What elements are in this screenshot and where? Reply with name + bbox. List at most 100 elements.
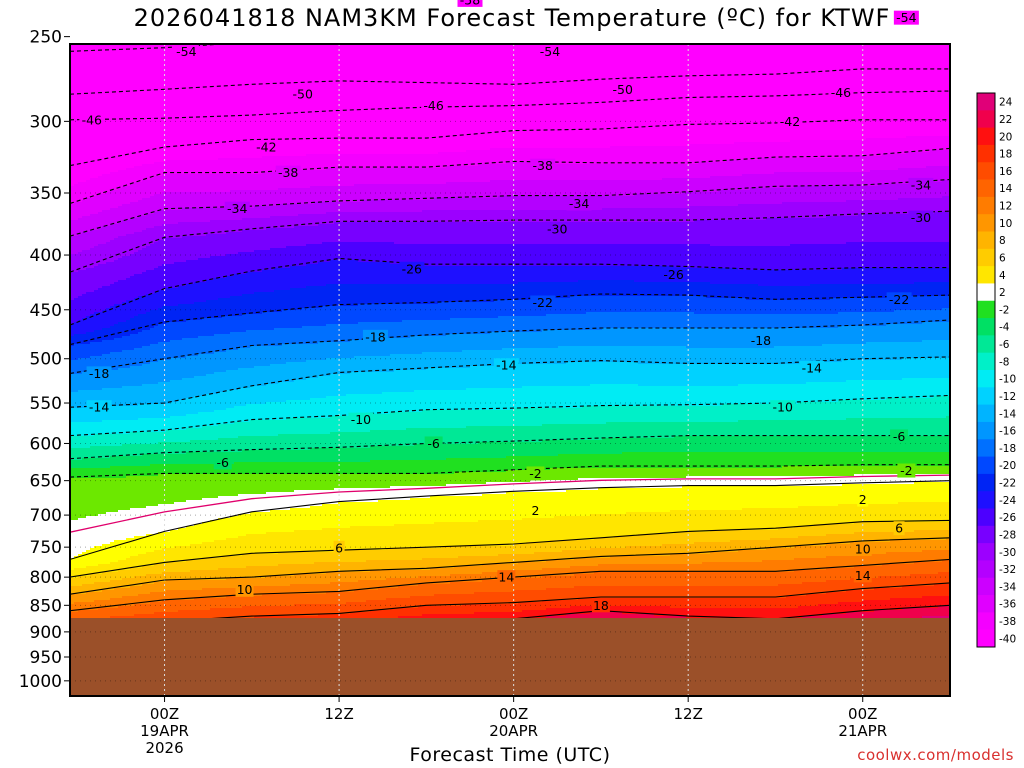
- field-cell: [514, 162, 519, 181]
- field-cell: [298, 266, 303, 289]
- field-cell: [114, 512, 119, 541]
- field-cell: [422, 548, 427, 559]
- field-cell: [318, 604, 323, 615]
- field-cell: [694, 144, 699, 165]
- field-cell: [438, 584, 443, 595]
- field-cell: [418, 596, 423, 607]
- field-cell: [102, 340, 107, 355]
- field-cell: [482, 484, 487, 495]
- field-cell: [430, 606, 435, 615]
- field-cell: [150, 404, 155, 419]
- field-cell: [438, 168, 443, 185]
- field-cell: [322, 170, 327, 187]
- field-cell: [670, 572, 675, 587]
- field-cell: [610, 266, 615, 281]
- field-cell: [378, 200, 383, 213]
- field-cell: [226, 44, 231, 159]
- field-cell: [522, 590, 527, 603]
- field-cell: [206, 192, 211, 209]
- field-cell: [74, 322, 79, 335]
- field-cell: [226, 158, 231, 175]
- field-cell: [238, 44, 243, 159]
- field-cell: [242, 190, 247, 209]
- field-cell: [334, 462, 339, 475]
- field-cell: [302, 266, 307, 289]
- field-cell: [166, 464, 171, 475]
- field-cell: [282, 172, 287, 189]
- field-cell: [682, 312, 687, 329]
- field-cell: [138, 536, 143, 555]
- field-cell: [474, 302, 479, 319]
- field-cell: [490, 164, 495, 181]
- field-cell: [450, 266, 455, 285]
- field-cell: [682, 422, 687, 437]
- field-cell: [326, 284, 331, 307]
- field-cell: [174, 238, 179, 263]
- field-cell: [602, 488, 607, 515]
- field-cell: [698, 144, 703, 163]
- field-cell: [510, 44, 515, 149]
- field-cell: [494, 164, 499, 181]
- field-cell: [90, 592, 95, 603]
- field-cell: [338, 528, 343, 553]
- field-cell: [530, 266, 535, 283]
- field-cell: [642, 546, 647, 557]
- field-cell: [602, 328, 607, 347]
- field-cell: [94, 390, 99, 407]
- field-cell: [154, 268, 159, 293]
- field-cell: [194, 544, 199, 561]
- field-cell: [382, 588, 387, 601]
- field-cell: [166, 590, 171, 601]
- field-cell: [298, 226, 303, 247]
- field-cell: [490, 520, 495, 547]
- field-cell: [550, 282, 555, 299]
- field-cell: [114, 616, 119, 618]
- field-cell: [134, 252, 139, 275]
- field-cell: [238, 368, 243, 389]
- field-cell: [346, 222, 351, 243]
- field-cell: [90, 342, 95, 357]
- field-cell: [138, 250, 143, 275]
- field-cell: [246, 190, 251, 209]
- field-cell: [374, 184, 379, 201]
- field-cell: [682, 244, 687, 269]
- field-cell: [674, 436, 679, 453]
- field-cell: [350, 44, 355, 155]
- field-cell: [698, 386, 703, 407]
- field-cell: [478, 566, 483, 575]
- field-cell: [150, 614, 155, 618]
- field-cell: [634, 44, 639, 147]
- field-cell: [538, 518, 543, 543]
- field-cell: [462, 318, 467, 335]
- field-cell: [318, 398, 323, 419]
- field-cell: [370, 394, 375, 415]
- field-cell: [370, 154, 375, 169]
- field-cell: [130, 538, 135, 557]
- field-cell: [226, 298, 231, 317]
- field-cell: [526, 316, 531, 333]
- field-cell: [630, 606, 635, 615]
- field-cell: [186, 236, 191, 261]
- field-cell: [146, 180, 151, 199]
- field-cell: [466, 546, 471, 557]
- field-cell: [542, 244, 547, 267]
- field-cell: [522, 544, 527, 555]
- field-cell: [182, 430, 187, 443]
- field-cell: [218, 580, 223, 589]
- field-cell: [578, 44, 583, 149]
- field-cell: [118, 206, 123, 223]
- field-cell: [122, 256, 127, 281]
- field-cell: [174, 322, 179, 341]
- field-cell: [474, 166, 479, 183]
- field-cell: [470, 334, 475, 351]
- field-cell: [510, 284, 515, 301]
- field-cell: [414, 154, 419, 169]
- field-cell: [94, 266, 99, 291]
- field-cell: [642, 586, 647, 599]
- field-cell: [690, 364, 695, 387]
- field-cell: [590, 468, 595, 479]
- field-cell: [454, 582, 459, 595]
- field-cell: [222, 588, 227, 599]
- field-cell: [278, 450, 283, 463]
- field-cell: [686, 564, 691, 573]
